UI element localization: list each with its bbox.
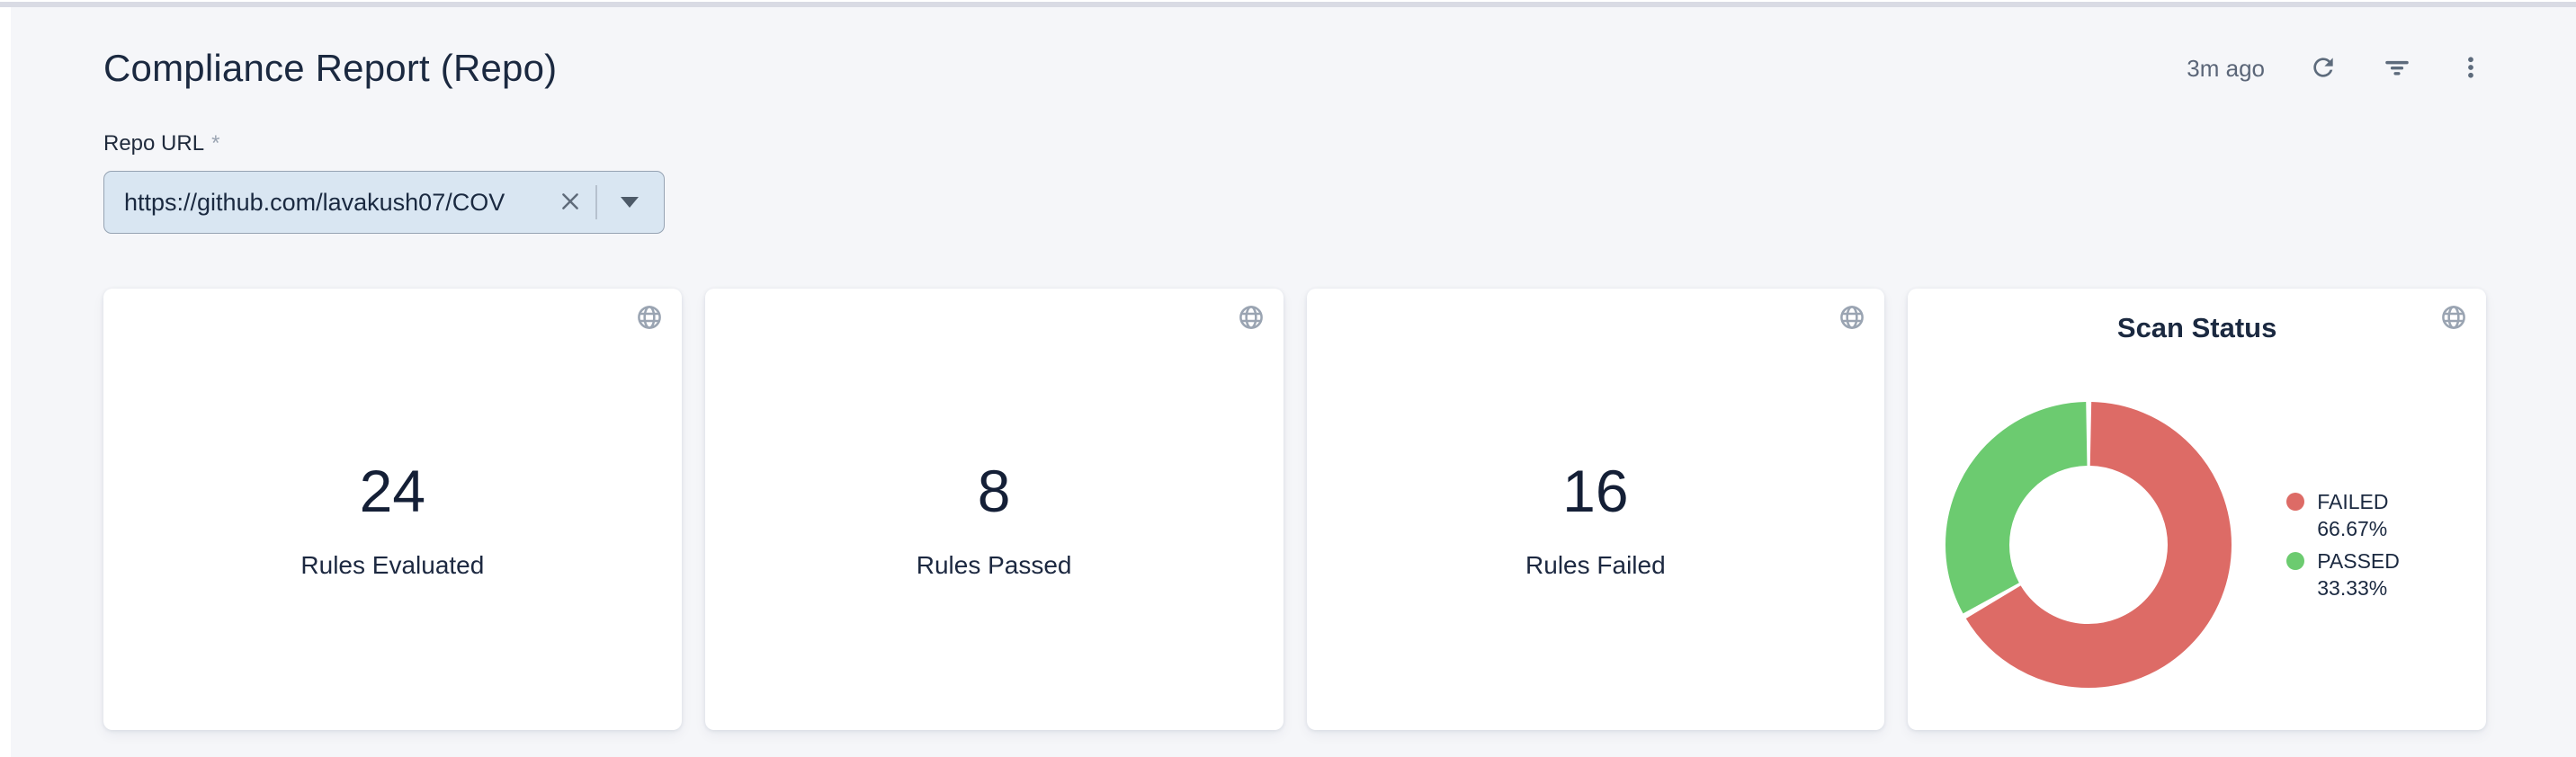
- input-divider: [595, 185, 597, 219]
- header-actions: 3m ago: [2187, 53, 2486, 84]
- legend-label: FAILED: [2317, 490, 2389, 513]
- donut-segments: [1945, 402, 2232, 688]
- stat-label: Rules Failed: [1525, 550, 1666, 579]
- clear-input-button[interactable]: [552, 184, 588, 220]
- required-marker: *: [211, 131, 220, 156]
- stat-value: 16: [1562, 457, 1629, 524]
- legend-text: PASSED 33.33%: [2317, 548, 2400, 601]
- header: Compliance Report (Repo) 3m ago: [103, 47, 2486, 90]
- stat-label: Rules Passed: [916, 550, 1072, 579]
- caret-down-icon: [621, 197, 639, 208]
- legend-dot-failed: [2286, 493, 2305, 511]
- panel-rules-passed: 8 Rules Passed: [704, 289, 1284, 730]
- kebab-menu-icon: [2457, 54, 2484, 84]
- stat-content: 16 Rules Failed: [1307, 299, 1885, 741]
- repo-url-value: https://github.com/lavakush07/COV: [124, 188, 505, 216]
- legend-pct: 33.33%: [2317, 576, 2388, 600]
- stat-label: Rules Evaluated: [300, 550, 485, 579]
- legend-pct: 66.67%: [2317, 517, 2388, 540]
- stat-value: 8: [977, 457, 1011, 524]
- globe-icon: [2439, 303, 2468, 332]
- stat-value: 24: [359, 457, 426, 524]
- legend-item-failed[interactable]: FAILED 66.67%: [2286, 488, 2400, 542]
- repo-url-label: Repo URL *: [103, 131, 2486, 156]
- dashboard-page: Compliance Report (Repo) 3m ago: [11, 7, 2576, 757]
- repo-url-input[interactable]: https://github.com/lavakush07/COV: [103, 171, 665, 234]
- globe-icon: [1838, 303, 1866, 332]
- cards-row: 24 Rules Evaluated 8 Rules Passed: [103, 289, 2486, 730]
- legend-label: PASSED: [2317, 549, 2400, 573]
- filter-icon: [2382, 52, 2412, 85]
- panel-scan-status: Scan Status FAILED 66.67% PASSED 33.33: [1908, 289, 2486, 730]
- chart-legend: FAILED 66.67% PASSED 33.33%: [2286, 488, 2400, 601]
- window-top-border: [0, 2, 2576, 7]
- menu-button[interactable]: [2455, 53, 2486, 84]
- stat-content: 24 Rules Evaluated: [103, 299, 682, 741]
- clear-x-icon: [558, 189, 583, 217]
- dropdown-toggle-button[interactable]: [610, 184, 649, 220]
- scan-status-donut[interactable]: [1940, 396, 2237, 693]
- panel-rules-failed: 16 Rules Failed: [1306, 289, 1885, 730]
- filter-button[interactable]: [2382, 53, 2412, 84]
- last-updated-label: 3m ago: [2187, 54, 2265, 82]
- globe-icon: [1237, 303, 1266, 332]
- refresh-button[interactable]: [2308, 53, 2339, 84]
- legend-text: FAILED 66.67%: [2317, 488, 2388, 542]
- stat-content: 8 Rules Passed: [705, 299, 1284, 741]
- legend-dot-passed: [2286, 552, 2305, 570]
- page-title: Compliance Report (Repo): [103, 47, 558, 89]
- repo-url-label-text: Repo URL: [103, 131, 205, 156]
- chart-title: Scan Status: [2116, 312, 2277, 343]
- refresh-icon: [2309, 53, 2338, 85]
- globe-icon: [635, 303, 664, 332]
- legend-item-passed[interactable]: PASSED 33.33%: [2286, 548, 2400, 601]
- panel-rules-evaluated: 24 Rules Evaluated: [103, 289, 682, 730]
